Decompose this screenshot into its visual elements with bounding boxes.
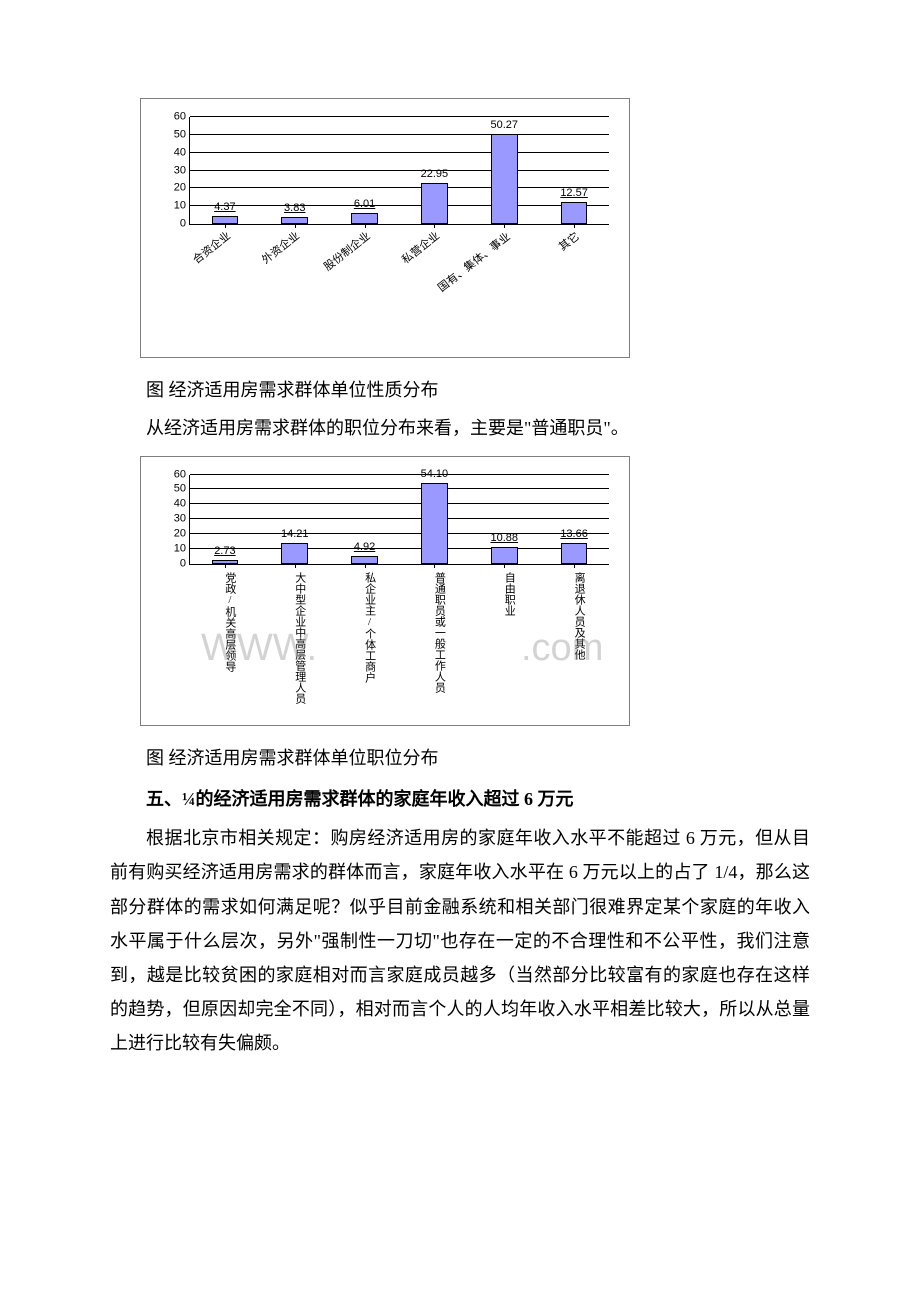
bar-value-label: 10.88 bbox=[479, 533, 529, 544]
x-category-label: 私企业主/个体工商户 bbox=[354, 572, 376, 683]
x-tick bbox=[434, 224, 435, 228]
gridline bbox=[190, 474, 609, 475]
x-category-label: 股份制企业 bbox=[322, 230, 373, 273]
y-tick-label: 60 bbox=[174, 469, 190, 480]
gridline bbox=[190, 152, 609, 153]
x-category-label: 国有、集体、事业 bbox=[436, 230, 513, 294]
gridline bbox=[190, 134, 609, 135]
bar bbox=[281, 543, 308, 564]
x-tick bbox=[504, 564, 505, 568]
chart1-plot: 01020304050604.37合资企业3.83外资企业6.01股份制企业22… bbox=[189, 117, 609, 225]
body-paragraph: 根据北京市相关规定：购房经济适用房的家庭年收入水平不能超过 6 万元，但从目前有… bbox=[110, 821, 810, 1060]
chart2-plot: 01020304050602.73党政/机关高层领导14.21大中型企业中高层管… bbox=[189, 475, 609, 565]
x-tick bbox=[295, 564, 296, 568]
y-tick-label: 20 bbox=[174, 528, 190, 539]
y-tick-label: 30 bbox=[174, 165, 190, 176]
x-category-label: 私营企业 bbox=[400, 230, 442, 267]
x-tick bbox=[225, 564, 226, 568]
bar bbox=[561, 543, 588, 563]
chart-unit-type: 0 10 20 30 40 50 60 4.37 合资企业 3.83 外资企业 6.01 股份制企业 22… bbox=[140, 98, 630, 358]
gridline bbox=[190, 116, 609, 117]
gridline bbox=[190, 548, 609, 549]
x-category-label: 大中型企业中高层管理人员 bbox=[284, 572, 306, 704]
bar-value-label: 4.37 bbox=[200, 202, 250, 213]
y-tick-label: 40 bbox=[174, 499, 190, 510]
bar bbox=[421, 483, 448, 563]
x-category-label: 普通职员或一般工作人员 bbox=[423, 572, 445, 693]
bar-value-label: 12.57 bbox=[549, 188, 599, 199]
bar-value-label: 54.10 bbox=[409, 469, 459, 480]
x-category-label: 合资企业 bbox=[191, 230, 233, 267]
y-tick-label: 0 bbox=[180, 219, 190, 230]
gridline bbox=[190, 488, 609, 489]
x-tick bbox=[434, 564, 435, 568]
x-tick bbox=[295, 224, 296, 228]
x-tick bbox=[574, 564, 575, 568]
chart2-caption: 图 经济适用房需求群体单位职位分布 bbox=[110, 740, 810, 778]
x-tick bbox=[365, 564, 366, 568]
bar bbox=[212, 560, 239, 564]
bar-value-label: 22.95 bbox=[409, 169, 459, 180]
y-tick-label: 40 bbox=[174, 147, 190, 158]
y-tick-label: 10 bbox=[174, 201, 190, 212]
bar-value-label: 14.21 bbox=[270, 529, 320, 540]
paragraph-intro: 从经济适用房需求群体的职位分布来看，主要是"普通职员"。 bbox=[110, 410, 810, 448]
gridline bbox=[190, 187, 609, 188]
bar bbox=[561, 202, 588, 224]
bar bbox=[351, 556, 378, 563]
bar bbox=[212, 216, 239, 224]
y-tick-label: 60 bbox=[174, 112, 190, 123]
bar-value-label: 6.01 bbox=[340, 199, 390, 210]
y-tick-label: 0 bbox=[180, 558, 190, 569]
gridline bbox=[190, 170, 609, 171]
x-tick bbox=[504, 224, 505, 228]
x-category-label: 自由职业 bbox=[493, 572, 515, 616]
bar bbox=[421, 183, 448, 224]
y-tick-label: 50 bbox=[174, 484, 190, 495]
y-tick-label: 20 bbox=[174, 183, 190, 194]
chart1-caption: 图 经济适用房需求群体单位性质分布 bbox=[110, 372, 810, 410]
chart-position: 0 10 20 30 40 50 60 2.73 党政/机关高层领导 14.21 大中型企业中高层管… bbox=[140, 456, 630, 726]
gridline bbox=[190, 533, 609, 534]
gridline bbox=[190, 518, 609, 519]
gridline bbox=[190, 503, 609, 504]
bar-value-label: 4.92 bbox=[340, 542, 390, 553]
bar bbox=[281, 217, 308, 224]
x-category-label: 离退休人员及其他 bbox=[563, 572, 585, 660]
bar-value-label: 3.83 bbox=[270, 203, 320, 214]
bar bbox=[491, 134, 518, 224]
section-heading: 五、¼的经济适用房需求群体的家庭年收入超过 6 万元 bbox=[110, 781, 810, 819]
bar bbox=[491, 547, 518, 563]
bar-value-label: 13.66 bbox=[549, 529, 599, 540]
bar-value-label: 50.27 bbox=[479, 120, 529, 131]
bar-value-label: 2.73 bbox=[200, 546, 250, 557]
bar bbox=[351, 213, 378, 224]
x-tick bbox=[365, 224, 366, 228]
x-category-label: 其它 bbox=[557, 230, 582, 253]
x-category-label: 党政/机关高层领导 bbox=[214, 572, 236, 672]
y-tick-label: 50 bbox=[174, 129, 190, 140]
gridline bbox=[190, 205, 609, 206]
x-category-label: 外资企业 bbox=[260, 230, 302, 267]
x-tick bbox=[225, 224, 226, 228]
x-tick bbox=[574, 224, 575, 228]
y-tick-label: 10 bbox=[174, 543, 190, 554]
y-tick-label: 30 bbox=[174, 514, 190, 525]
